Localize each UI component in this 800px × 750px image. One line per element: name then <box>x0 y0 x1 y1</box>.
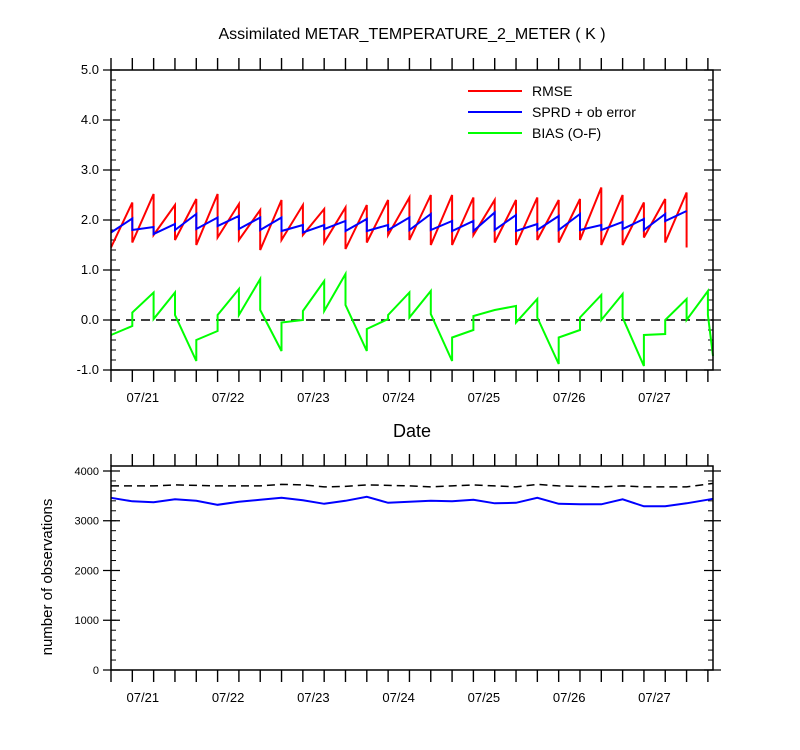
x-tick-label: 07/27 <box>638 690 671 705</box>
y-axis-label-observations: number of observations <box>39 499 56 656</box>
x-tick-label: 07/21 <box>127 390 160 405</box>
x-tick-label: 07/25 <box>468 390 501 405</box>
x-tick-label: 07/27 <box>638 390 671 405</box>
plot-frame <box>110 69 714 371</box>
series-line-1 <box>110 495 714 508</box>
x-tick-label: 07/22 <box>212 390 245 405</box>
y-tick-label: 0.0 <box>81 312 99 327</box>
series-line-0 <box>111 482 714 488</box>
y-tick-label: 0 <box>93 665 99 677</box>
plot-frame <box>110 465 714 671</box>
series-line-1 <box>110 210 688 236</box>
legend-label-0: RMSE <box>532 83 572 99</box>
rmse-bias-chart: -1.0 0.0 1.0 2.0 3.0 4.0 5.0 07/21 07/22 07/23 07/… <box>77 58 721 405</box>
x-tick-label: 07/26 <box>553 390 586 405</box>
y-tick-label: 4.0 <box>81 112 99 127</box>
y-tick-label: 1000 <box>75 615 99 627</box>
x-tick-label: 07/25 <box>468 690 501 705</box>
x-tick-label: 07/22 <box>212 690 245 705</box>
x-tick-label: 07/26 <box>553 690 586 705</box>
x-tick-label: 07/23 <box>297 390 330 405</box>
y-tick-label: 5.0 <box>81 62 99 77</box>
y-tick-label: 3.0 <box>81 162 99 177</box>
y-tick-label: 4000 <box>75 466 99 478</box>
y-tick-label: 3000 <box>75 516 99 528</box>
x-tick-label: 07/21 <box>127 690 160 705</box>
chart-title: Assimilated METAR_TEMPERATURE_2_METER ( … <box>218 26 605 43</box>
legend-label-1: SPRD + ob error <box>532 104 636 120</box>
legend-label-2: BIAS (O-F) <box>532 125 601 141</box>
observation-count-chart: 0 1000 2000 3000 4000 07/21 07/22 07/23 07/24 07/… <box>75 454 721 705</box>
x-tick-label: 07/24 <box>382 390 415 405</box>
y-tick-label: 1.0 <box>81 262 99 277</box>
series-line-0 <box>110 187 688 251</box>
x-axis-label: Date <box>393 421 431 441</box>
y-tick-label: -1.0 <box>77 362 99 377</box>
x-tick-label: 07/24 <box>382 690 415 705</box>
y-tick-label: 2000 <box>75 565 99 577</box>
series-line-2 <box>110 270 714 367</box>
y-tick-label: 2.0 <box>81 212 99 227</box>
x-tick-label: 07/23 <box>297 690 330 705</box>
